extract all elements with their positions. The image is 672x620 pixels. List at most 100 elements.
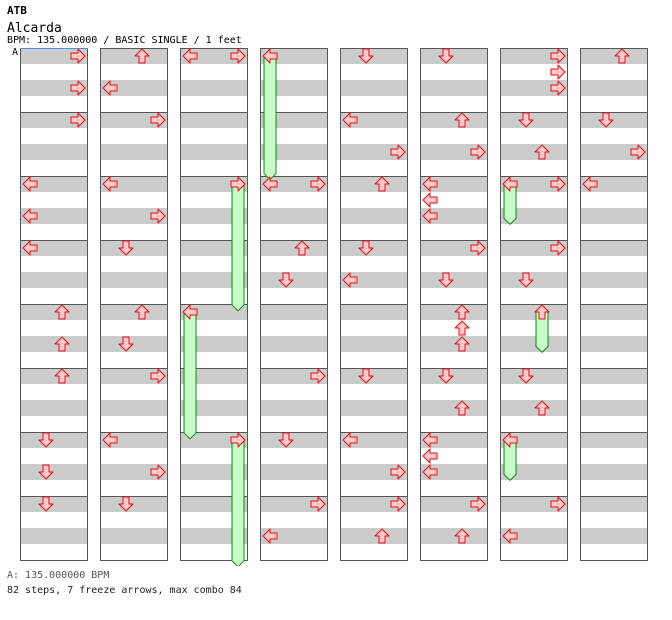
down-arrow-icon	[38, 496, 54, 512]
down-arrow-icon	[38, 432, 54, 448]
up-arrow-icon	[134, 304, 150, 320]
right-arrow-icon	[550, 496, 566, 512]
right-arrow-icon	[150, 368, 166, 384]
left-arrow-icon	[342, 272, 358, 288]
song-group: ATB	[7, 4, 27, 17]
up-arrow-icon	[374, 176, 390, 192]
right-arrow-icon	[550, 240, 566, 256]
right-arrow-icon	[70, 48, 86, 64]
up-arrow-icon	[454, 320, 470, 336]
up-arrow-icon	[294, 240, 310, 256]
right-arrow-icon	[550, 80, 566, 96]
down-arrow-icon	[518, 272, 534, 288]
down-arrow-icon	[438, 272, 454, 288]
up-arrow-icon	[134, 48, 150, 64]
down-arrow-icon	[518, 368, 534, 384]
down-arrow-icon	[518, 112, 534, 128]
bpm-marker: A	[12, 47, 19, 58]
right-arrow-icon	[550, 64, 566, 80]
song-title: Alcarda	[7, 21, 62, 36]
freeze-arrow-body	[231, 439, 245, 566]
right-arrow-icon	[470, 144, 486, 160]
right-arrow-icon	[630, 144, 646, 160]
down-arrow-icon	[278, 272, 294, 288]
right-arrow-icon	[150, 464, 166, 480]
chart-column-7	[500, 48, 568, 561]
up-arrow-icon	[454, 528, 470, 544]
right-arrow-icon	[470, 240, 486, 256]
freeze-arrow-body	[231, 183, 245, 312]
bpm-change-line	[20, 48, 88, 49]
left-arrow-icon	[582, 176, 598, 192]
right-arrow-icon	[310, 496, 326, 512]
down-arrow-icon	[118, 496, 134, 512]
left-arrow-icon	[342, 112, 358, 128]
left-arrow-icon	[502, 432, 518, 448]
up-arrow-icon	[534, 400, 550, 416]
left-arrow-icon	[22, 208, 38, 224]
left-arrow-icon	[22, 176, 38, 192]
chart-column-4	[260, 48, 328, 561]
chart-column-1	[20, 48, 88, 561]
chart-column-3	[180, 48, 248, 561]
down-arrow-icon	[358, 48, 374, 64]
up-arrow-icon	[374, 528, 390, 544]
measure-box	[420, 496, 488, 561]
measure-box	[580, 496, 648, 561]
up-arrow-icon	[454, 112, 470, 128]
left-arrow-icon	[262, 48, 278, 64]
right-arrow-icon	[390, 144, 406, 160]
down-arrow-icon	[38, 464, 54, 480]
right-arrow-icon	[150, 112, 166, 128]
left-arrow-icon	[262, 528, 278, 544]
left-arrow-icon	[102, 432, 118, 448]
right-arrow-icon	[70, 112, 86, 128]
footer-bpm: A: 135.000000 BPM	[7, 570, 110, 581]
down-arrow-icon	[278, 432, 294, 448]
up-arrow-icon	[534, 144, 550, 160]
left-arrow-icon	[102, 176, 118, 192]
measure-box	[500, 496, 568, 561]
left-arrow-icon	[342, 432, 358, 448]
chart-column-6	[420, 48, 488, 561]
left-arrow-icon	[22, 240, 38, 256]
up-arrow-icon	[614, 48, 630, 64]
down-arrow-icon	[358, 240, 374, 256]
down-arrow-icon	[118, 240, 134, 256]
step-chart	[20, 48, 648, 566]
song-meta: BPM: 135.000000 / BASIC SINGLE / 1 feet	[7, 35, 242, 46]
right-arrow-icon	[390, 496, 406, 512]
measure-box	[340, 496, 408, 561]
right-arrow-icon	[70, 80, 86, 96]
right-arrow-icon	[230, 432, 246, 448]
down-arrow-icon	[438, 48, 454, 64]
measure-box	[180, 496, 248, 561]
right-arrow-icon	[150, 208, 166, 224]
down-arrow-icon	[358, 368, 374, 384]
down-arrow-icon	[438, 368, 454, 384]
measure-box	[20, 496, 88, 561]
footer-stats: 82 steps, 7 freeze arrows, max combo 84	[7, 585, 242, 596]
measure-box	[260, 496, 328, 561]
right-arrow-icon	[230, 176, 246, 192]
up-arrow-icon	[454, 304, 470, 320]
left-arrow-icon	[102, 80, 118, 96]
up-arrow-icon	[534, 304, 550, 320]
left-arrow-icon	[182, 48, 198, 64]
left-arrow-icon	[262, 176, 278, 192]
right-arrow-icon	[390, 464, 406, 480]
up-arrow-icon	[54, 368, 70, 384]
right-arrow-icon	[310, 368, 326, 384]
up-arrow-icon	[454, 336, 470, 352]
freeze-arrow-body	[183, 311, 197, 440]
measure-box	[100, 496, 168, 561]
left-arrow-icon	[502, 528, 518, 544]
right-arrow-icon	[470, 496, 486, 512]
left-arrow-icon	[422, 448, 438, 464]
down-arrow-icon	[598, 112, 614, 128]
down-arrow-icon	[118, 336, 134, 352]
left-arrow-icon	[422, 192, 438, 208]
left-arrow-icon	[422, 464, 438, 480]
right-arrow-icon	[550, 48, 566, 64]
left-arrow-icon	[422, 208, 438, 224]
